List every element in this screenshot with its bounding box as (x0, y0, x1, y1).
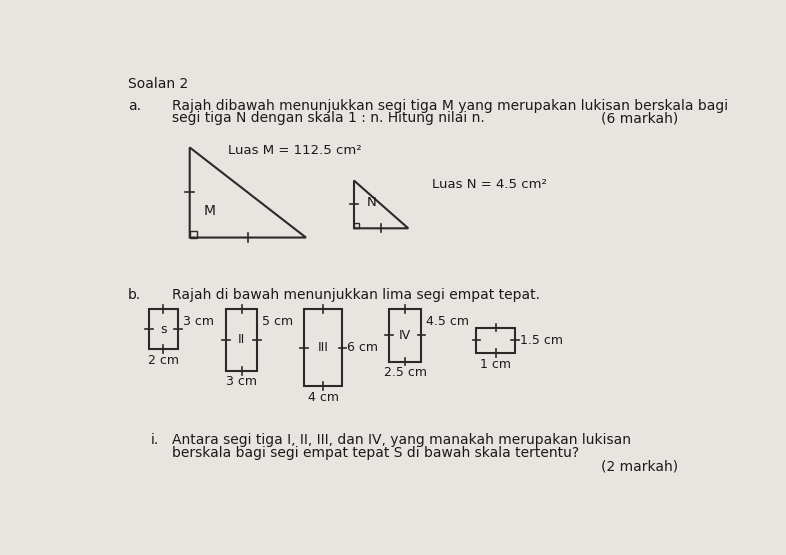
Text: N: N (366, 195, 376, 209)
Text: a.: a. (127, 99, 141, 113)
Text: Soalan 2: Soalan 2 (127, 77, 188, 92)
Text: Luas M = 112.5 cm²: Luas M = 112.5 cm² (229, 144, 362, 157)
Text: Luas N = 4.5 cm²: Luas N = 4.5 cm² (432, 178, 546, 191)
Text: Antara segi tiga I, II, III, dan IV, yang manakah merupakan lukisan: Antara segi tiga I, II, III, dan IV, yan… (172, 433, 631, 447)
Text: (6 markah): (6 markah) (601, 111, 678, 125)
Text: III: III (318, 341, 329, 354)
Text: s: s (160, 322, 167, 336)
Text: (2 markah): (2 markah) (601, 460, 678, 473)
Text: M: M (204, 204, 215, 218)
Bar (149, 309, 178, 349)
Text: berskala bagi segi empat tepat S di bawah skala tertentu?: berskala bagi segi empat tepat S di bawa… (172, 446, 579, 460)
Text: 4 cm: 4 cm (307, 391, 339, 404)
Text: 3 cm: 3 cm (182, 315, 214, 329)
Text: 1 cm: 1 cm (480, 357, 512, 371)
Text: II: II (238, 334, 245, 346)
Text: 3 cm: 3 cm (226, 375, 257, 388)
Text: 5 cm: 5 cm (262, 315, 293, 329)
Text: Rajah dibawah menunjukkan segi tiga M yang merupakan lukisan berskala bagi: Rajah dibawah menunjukkan segi tiga M ya… (172, 99, 728, 113)
Text: 4.5 cm: 4.5 cm (426, 315, 469, 329)
Text: b.: b. (127, 289, 141, 302)
Text: 2 cm: 2 cm (148, 354, 179, 367)
Text: segi tiga N dengan skala 1 : n. Hitung nilai n.: segi tiga N dengan skala 1 : n. Hitung n… (172, 111, 485, 125)
Bar (226, 309, 257, 371)
Text: i.: i. (151, 433, 160, 447)
Text: 1.5 cm: 1.5 cm (520, 334, 563, 347)
Text: 6 cm: 6 cm (347, 341, 378, 354)
Text: 2.5 cm: 2.5 cm (384, 366, 427, 379)
Bar (476, 327, 515, 353)
Bar (389, 309, 421, 361)
Bar (303, 309, 343, 386)
Text: Rajah di bawah menunjukkan lima segi empat tepat.: Rajah di bawah menunjukkan lima segi emp… (172, 289, 540, 302)
Text: IV: IV (399, 329, 411, 342)
